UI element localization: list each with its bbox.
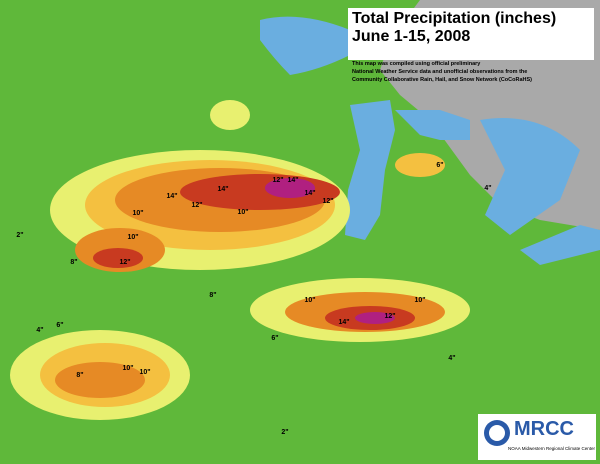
lake-huron [480,118,580,235]
contour-label: 10" [132,210,143,217]
contour-label: 14" [287,177,298,184]
contour-label: 10" [414,297,425,304]
note-line: This map was compiled using official pre… [352,61,481,67]
contour-label: 10" [122,365,133,372]
subtitle: June 1-15, 2008 [352,28,471,45]
logo-name: MRCC [514,418,574,440]
contour-label: 8" [76,372,83,379]
lake-michigan [345,100,395,240]
contour-label: 4" [36,327,43,334]
logo: MRCC NOAA Midwestern Regional Climate Ce… [478,414,596,460]
contour-label: 10" [237,209,248,216]
note: This map was compiled using official pre… [352,60,596,84]
contour-label: 6" [56,322,63,329]
contour-label: 2" [16,232,23,239]
title: Total Precipitation (inches) [352,10,557,27]
lake-huron-north [395,110,470,140]
contour-label: 14" [338,319,349,326]
contour-label: 10" [304,297,315,304]
note-line: Community Collaborative Rain, Hail, and … [352,77,532,83]
lake-superior [260,16,350,76]
contour-label: 10" [127,234,138,241]
title-box: Total Precipitation (inches) June 1-15, … [348,8,594,60]
logo-caption: NOAA Midwestern Regional Climate Center [508,446,596,451]
precip-shading [10,100,470,420]
contour-label: 10" [139,369,150,376]
lake-erie [520,225,600,265]
contour-label: 8" [70,259,77,266]
contour-label: 12" [191,202,202,209]
contour-label: 6" [271,335,278,342]
contour-label: 8" [209,292,216,299]
logo-icon [484,420,510,446]
contour-label: 12" [119,259,130,266]
note-line: National Weather Service data and unoffi… [352,69,528,75]
contour-label: 12" [322,198,333,205]
contour-label: 14" [166,193,177,200]
contour-label: 12" [272,177,283,184]
contour-label: 4" [484,185,491,192]
contour-label: 14" [217,186,228,193]
contour-label: 14" [304,190,315,197]
contour-label: 12" [384,313,395,320]
contour-label: 4" [448,355,455,362]
contour-label: 2" [281,429,288,436]
contour-label: 6" [436,162,443,169]
